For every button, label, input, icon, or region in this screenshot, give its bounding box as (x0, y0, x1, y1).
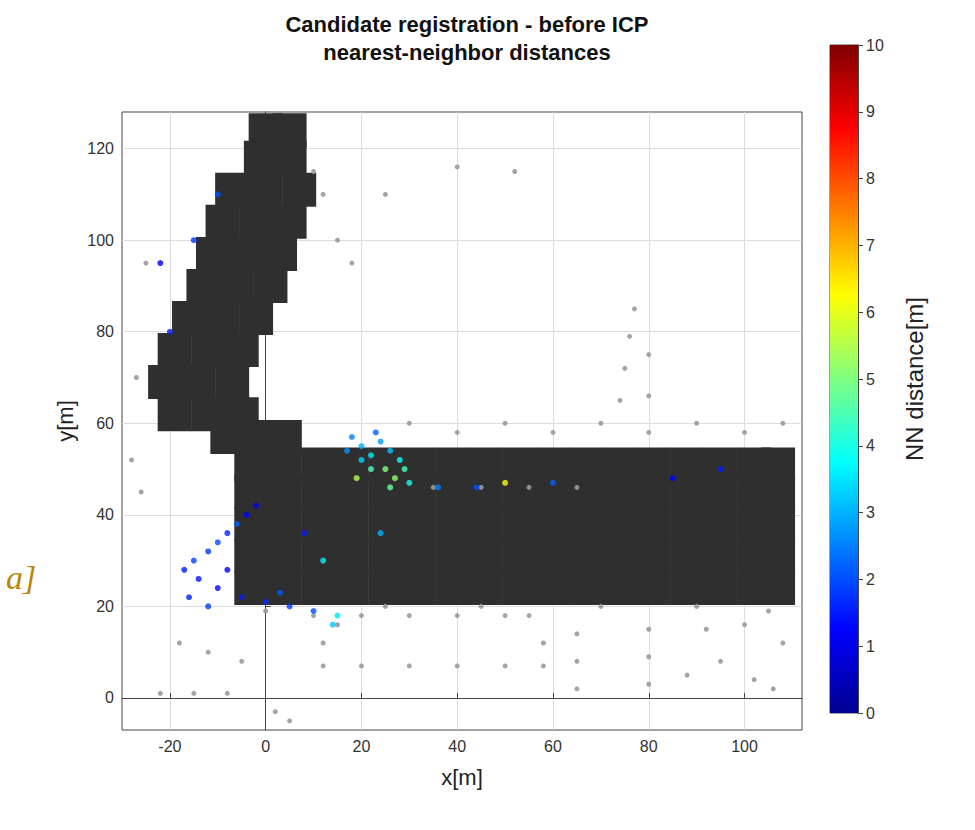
svg-text:100: 100 (87, 232, 114, 249)
svg-text:100: 100 (731, 738, 758, 755)
svg-text:20: 20 (353, 738, 371, 755)
svg-text:8: 8 (866, 170, 875, 187)
svg-text:10: 10 (866, 37, 884, 54)
svg-text:NN distance[m]: NN distance[m] (901, 297, 928, 461)
svg-text:4: 4 (866, 437, 875, 454)
svg-text:80: 80 (640, 738, 658, 755)
svg-text:5: 5 (866, 371, 875, 388)
svg-text:0: 0 (866, 705, 875, 722)
svg-text:20: 20 (96, 598, 114, 615)
svg-text:y[m]: y[m] (53, 400, 78, 442)
svg-text:-20: -20 (158, 738, 181, 755)
svg-text:120: 120 (87, 140, 114, 157)
svg-text:40: 40 (96, 506, 114, 523)
svg-text:60: 60 (544, 738, 562, 755)
svg-text:nearest-neighbor distances: nearest-neighbor distances (323, 40, 610, 65)
svg-text:80: 80 (96, 323, 114, 340)
svg-text:9: 9 (866, 103, 875, 120)
svg-text:x[m]: x[m] (441, 765, 483, 790)
svg-text:0: 0 (105, 689, 114, 706)
svg-text:7: 7 (866, 237, 875, 254)
svg-text:0: 0 (261, 738, 270, 755)
svg-text:a]: a] (6, 559, 36, 596)
svg-text:40: 40 (448, 738, 466, 755)
svg-text:60: 60 (96, 415, 114, 432)
svg-text:3: 3 (866, 504, 875, 521)
svg-text:2: 2 (866, 571, 875, 588)
svg-text:1: 1 (866, 638, 875, 655)
svg-text:6: 6 (866, 304, 875, 321)
svg-text:Candidate registration - befor: Candidate registration - before ICP (285, 12, 648, 37)
